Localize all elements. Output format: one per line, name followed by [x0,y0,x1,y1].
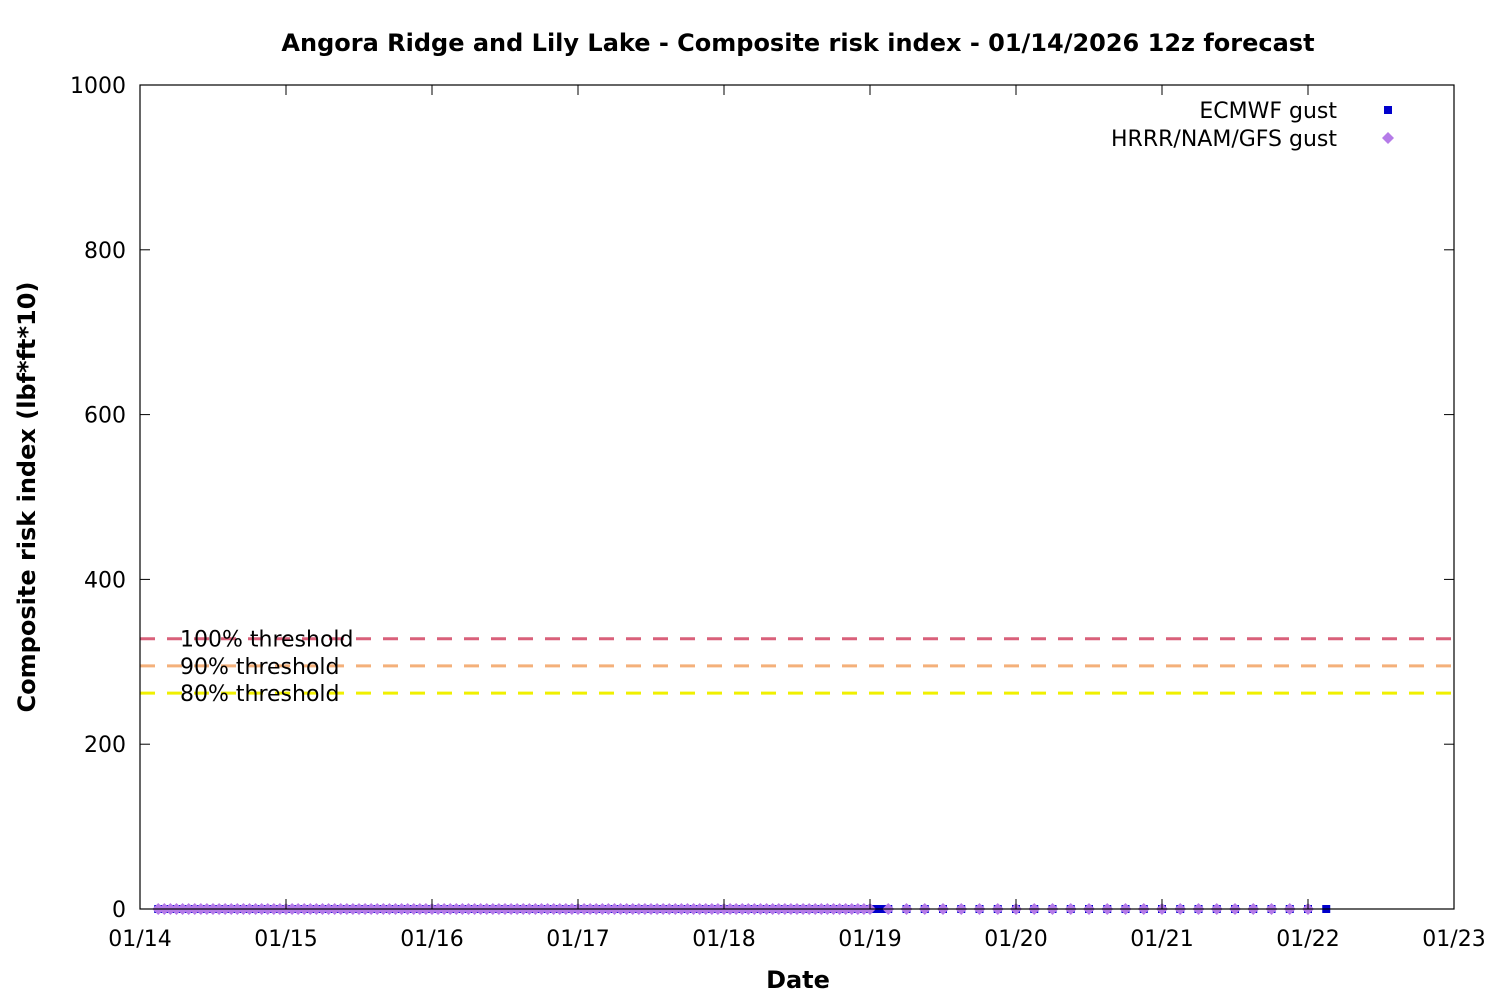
x-tick-label: 01/17 [546,927,609,952]
x-tick-label: 01/21 [1130,927,1193,952]
plot-frame [139,84,1455,910]
x-tick-label: 01/20 [984,927,1047,952]
y-tick-label: 600 [84,404,126,429]
y-tick-label: 400 [84,568,126,593]
legend-label: ECMWF gust [1199,99,1337,124]
legend-marker-hrrr [1382,132,1394,144]
chart-title: Angora Ridge and Lily Lake - Composite r… [281,29,1314,57]
x-tick-label: 01/19 [838,927,901,952]
x-tick-label: 01/16 [400,927,463,952]
y-tick-label: 0 [112,898,126,923]
threshold-label: 80% threshold [180,682,340,707]
y-axis-title: Composite risk index (lbf*ft*10) [13,282,41,713]
legend-label: HRRR/NAM/GFS gust [1111,127,1337,152]
x-axis-title: Date [766,966,830,994]
y-tick-label: 200 [84,733,126,758]
y-tick-label: 800 [84,239,126,264]
legend-marker-ecmwf [1384,106,1392,114]
legend: ECMWF gust HRRR/NAM/GFS gust [1111,99,1394,152]
threshold-label: 90% threshold [180,655,340,680]
x-tick-label: 01/14 [108,927,171,952]
x-tick-label: 01/15 [254,927,317,952]
x-tick-label: 01/23 [1422,927,1485,952]
axes: 01/14 01/15 01/16 01/17 01/18 01/19 01/20 01/21… [70,74,1486,952]
y-tick-label: 1000 [70,74,126,99]
x-tick-label: 01/22 [1276,927,1339,952]
threshold-label: 100% threshold [180,628,354,653]
x-tick-label: 01/18 [692,927,755,952]
